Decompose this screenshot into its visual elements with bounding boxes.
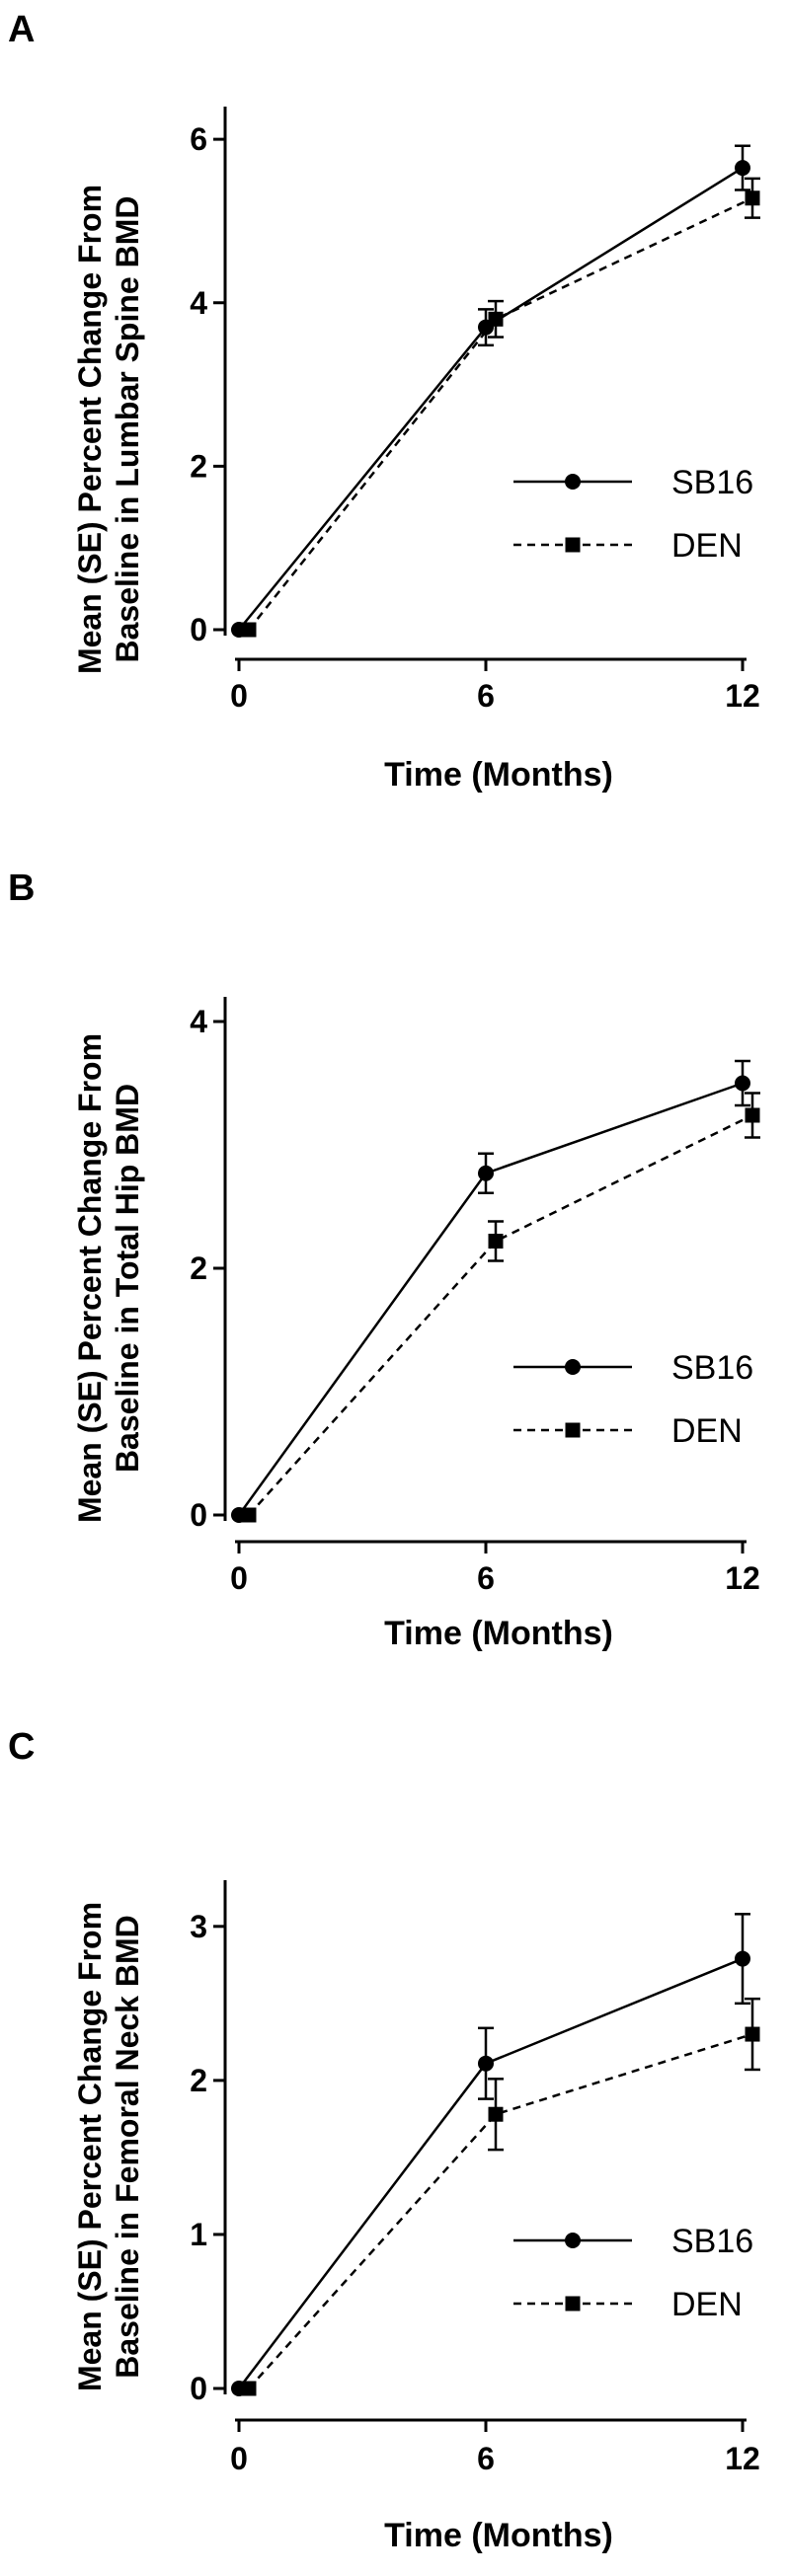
data-point-sb16 bbox=[735, 1950, 750, 1967]
y-tick-label: 1 bbox=[190, 2217, 207, 2252]
legend-label-sb16: SB16 bbox=[671, 464, 753, 501]
panel-c: C Mean (SE) Percent Change From Baseline… bbox=[0, 1717, 787, 2571]
x-tick-label: 0 bbox=[230, 2441, 248, 2476]
y-tick-label: 2 bbox=[190, 1250, 207, 1286]
data-point-sb16 bbox=[735, 1075, 750, 1092]
y-tick-label: 0 bbox=[190, 612, 207, 647]
y-tick-label: 4 bbox=[190, 1004, 207, 1039]
panel-a: A Mean (SE) Percent Change From Baseline… bbox=[0, 0, 787, 849]
y-tick-label: 0 bbox=[190, 1497, 207, 1533]
data-point-sb16 bbox=[735, 160, 750, 177]
legend-label-den: DEN bbox=[671, 2286, 743, 2323]
x-axis-label: Time (Months) bbox=[384, 756, 613, 794]
y-axis-label-line1: Mean (SE) Percent Change From bbox=[72, 185, 108, 674]
data-point-den bbox=[745, 2026, 760, 2042]
y-tick-label: 4 bbox=[190, 285, 207, 321]
x-tick-label: 0 bbox=[230, 1560, 248, 1596]
legend-marker-den bbox=[565, 537, 581, 553]
legend-marker-sb16 bbox=[565, 474, 581, 490]
legend-marker-sb16 bbox=[565, 1359, 581, 1375]
legend-label-den: DEN bbox=[671, 1412, 743, 1450]
legend-marker-den bbox=[565, 2296, 581, 2311]
x-tick-label: 12 bbox=[725, 1560, 760, 1596]
x-axis-label: Time (Months) bbox=[384, 1615, 613, 1652]
panel-label: A bbox=[8, 9, 35, 50]
data-point-den bbox=[241, 2381, 257, 2396]
x-tick-label: 6 bbox=[477, 678, 495, 714]
panel-label: C bbox=[8, 1726, 35, 1768]
y-tick-label: 2 bbox=[190, 2063, 207, 2098]
y-axis-label-line2: Baseline in Femoral Neck BMD bbox=[110, 1915, 145, 2378]
series-line-sb16 bbox=[237, 1082, 744, 1516]
series-line-sb16 bbox=[238, 1957, 744, 2389]
x-tick-label: 12 bbox=[725, 2441, 760, 2476]
y-axis-label-line1: Mean (SE) Percent Change From bbox=[72, 1033, 108, 1523]
panel-b: B Mean (SE) Percent Change From Baseline… bbox=[0, 859, 787, 1707]
series-line-den bbox=[248, 196, 753, 631]
x-axis-label: Time (Months) bbox=[384, 2517, 613, 2554]
y-tick-label: 2 bbox=[190, 448, 207, 484]
series-line-den bbox=[248, 2032, 753, 2389]
data-point-den bbox=[241, 1507, 257, 1523]
data-point-den bbox=[488, 311, 504, 327]
panel-label: B bbox=[8, 868, 35, 909]
data-point-den bbox=[488, 1234, 504, 1249]
chart-b: B Mean (SE) Percent Change From Baseline… bbox=[8, 868, 760, 1652]
legend-label-sb16: SB16 bbox=[671, 2223, 753, 2260]
chart-a: A Mean (SE) Percent Change From Baseline… bbox=[8, 9, 760, 794]
x-tick-label: 6 bbox=[477, 1560, 495, 1596]
legend-marker-den bbox=[565, 1422, 581, 1438]
chart-c: C Mean (SE) Percent Change From Baseline… bbox=[8, 1726, 760, 2554]
y-tick-label: 6 bbox=[190, 121, 207, 157]
data-point-den bbox=[488, 2106, 504, 2122]
x-tick-label: 12 bbox=[725, 678, 760, 714]
x-tick-label: 0 bbox=[230, 678, 248, 714]
y-axis-label-line2: Baseline in Total Hip BMD bbox=[110, 1084, 145, 1473]
series-line-den bbox=[248, 1113, 753, 1516]
legend-label-sb16: SB16 bbox=[671, 1349, 753, 1387]
y-axis-label-line2: Baseline in Lumbar Spine BMD bbox=[110, 196, 145, 663]
data-point-den bbox=[241, 622, 257, 638]
data-point-sb16 bbox=[478, 1165, 494, 1181]
data-point-den bbox=[745, 1107, 760, 1123]
data-point-den bbox=[745, 190, 760, 206]
plot-area: 0 2 4 6 0 6 12 SB16 DEN bbox=[190, 107, 760, 714]
y-tick-label: 3 bbox=[190, 1909, 207, 1944]
data-point-sb16 bbox=[478, 2055, 494, 2072]
y-tick-label: 0 bbox=[190, 2371, 207, 2406]
x-tick-label: 6 bbox=[477, 2441, 495, 2476]
plot-area: 0 2 4 0 6 12 SB16 DEN bbox=[190, 997, 760, 1596]
y-axis-label-line1: Mean (SE) Percent Change From bbox=[72, 1902, 108, 2391]
legend-marker-sb16 bbox=[565, 2233, 581, 2248]
legend-label-den: DEN bbox=[671, 527, 743, 565]
